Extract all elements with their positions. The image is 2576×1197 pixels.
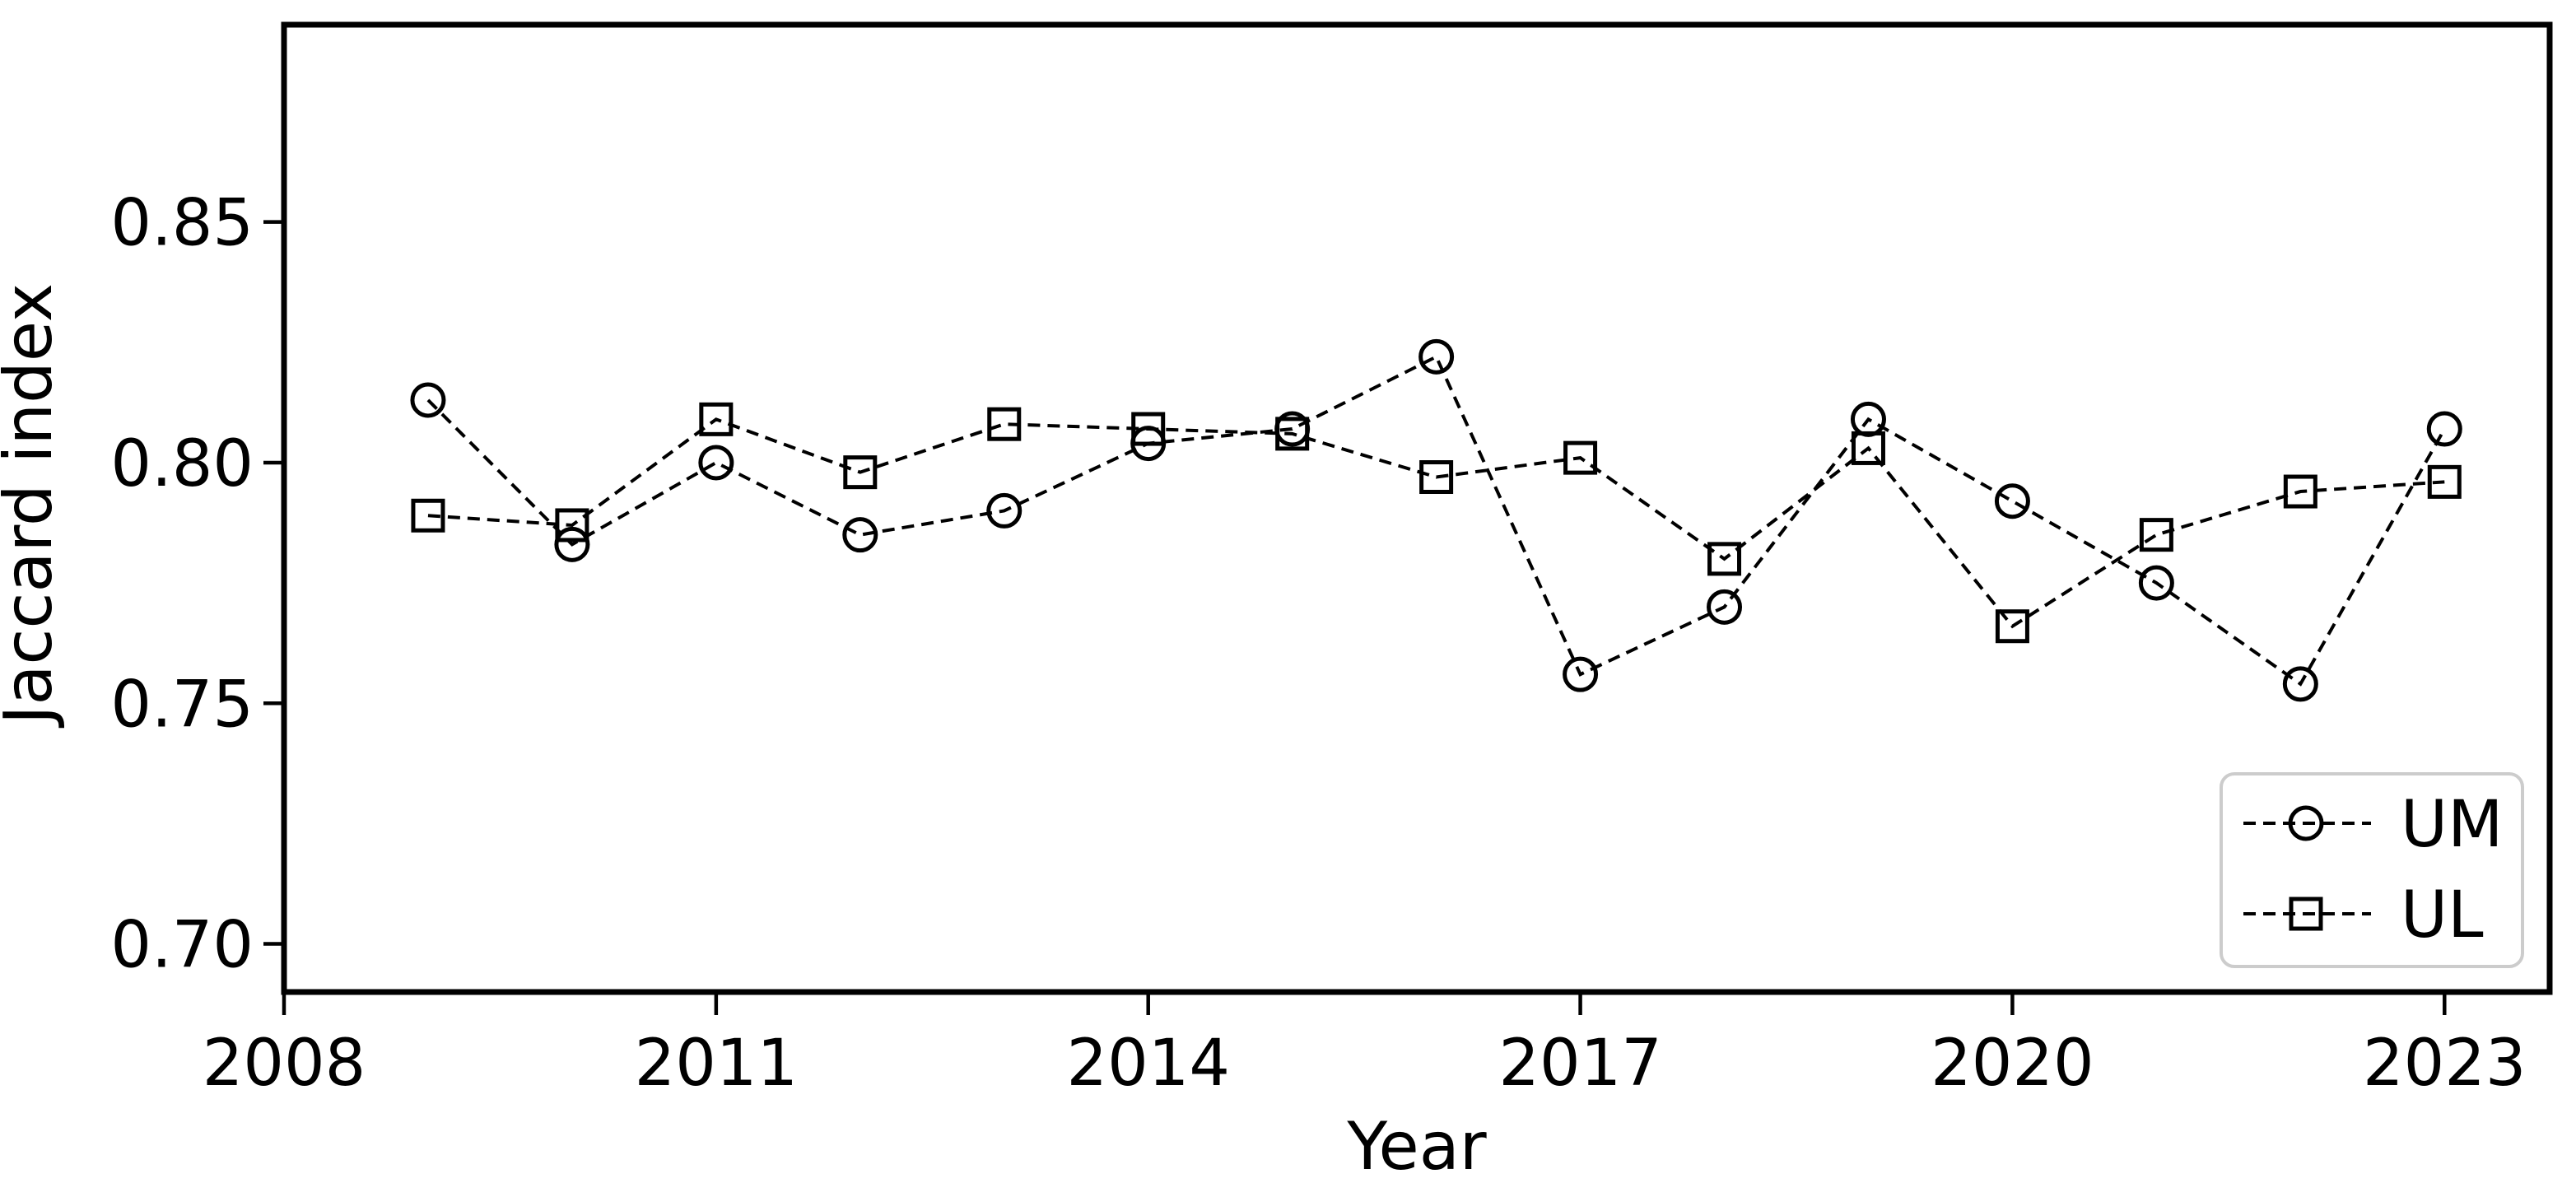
x-tick-label: 2017 <box>1498 1027 1662 1101</box>
y-tick-label: 0.85 <box>110 187 254 261</box>
series-layer <box>410 338 2462 702</box>
ul-marker <box>2139 518 2173 552</box>
y-axis-label: Jaccard index <box>0 283 67 729</box>
x-tick-label: 2008 <box>203 1027 366 1101</box>
x-tick-label: 2020 <box>1931 1027 2094 1101</box>
ul-marker <box>1851 431 1885 465</box>
ul-marker <box>2283 474 2317 509</box>
um-line <box>426 354 2447 687</box>
um-marker <box>2282 666 2318 702</box>
x-tick-label: 2011 <box>635 1027 799 1101</box>
axis-ticks: 2008 2011 2014 2017 2020 2023 0.70 0.75 0.80 0.85 <box>110 187 2526 1101</box>
um-marker <box>1707 589 1743 625</box>
um-marker <box>1994 483 2030 519</box>
ul-marker <box>699 402 734 436</box>
legend-um-label: UM <box>2401 788 2503 862</box>
y-tick-label: 0.75 <box>110 668 254 742</box>
um-marker <box>842 517 878 553</box>
ul-marker <box>843 455 878 490</box>
legend-um-circle-icon <box>2288 805 2324 841</box>
ul-marker <box>987 407 1022 441</box>
ul-marker <box>2427 464 2462 499</box>
x-tick-label: 2014 <box>1066 1027 1230 1101</box>
um-marker <box>1563 656 1599 692</box>
um-marker <box>986 492 1022 529</box>
ul-marker <box>555 508 589 543</box>
ul-marker <box>1707 542 1742 576</box>
x-axis-label: Year <box>1346 1108 1486 1185</box>
plot-frame <box>281 21 2553 995</box>
ul-marker <box>411 498 445 533</box>
ul-marker <box>1995 609 2029 644</box>
um-marker <box>554 526 590 562</box>
ul-line <box>427 417 2445 629</box>
ul-marker <box>1131 412 1166 446</box>
legend-ul-label: UL <box>2401 878 2484 952</box>
ul-marker <box>1275 417 1310 451</box>
ul-marker <box>1419 460 1454 495</box>
legend-ul-square-icon <box>2289 897 2323 931</box>
ul-marker <box>1563 440 1598 475</box>
y-tick-label: 0.80 <box>110 427 254 501</box>
legend-box <box>2220 772 2524 968</box>
um-marker <box>698 445 734 481</box>
um-marker <box>1418 338 1455 375</box>
legend: UM UL <box>2220 772 2524 968</box>
um-marker <box>2426 411 2462 447</box>
um-marker <box>410 382 446 418</box>
y-tick-label: 0.70 <box>110 909 254 983</box>
um-marker <box>2138 565 2174 601</box>
x-tick-label: 2023 <box>2363 1027 2527 1101</box>
